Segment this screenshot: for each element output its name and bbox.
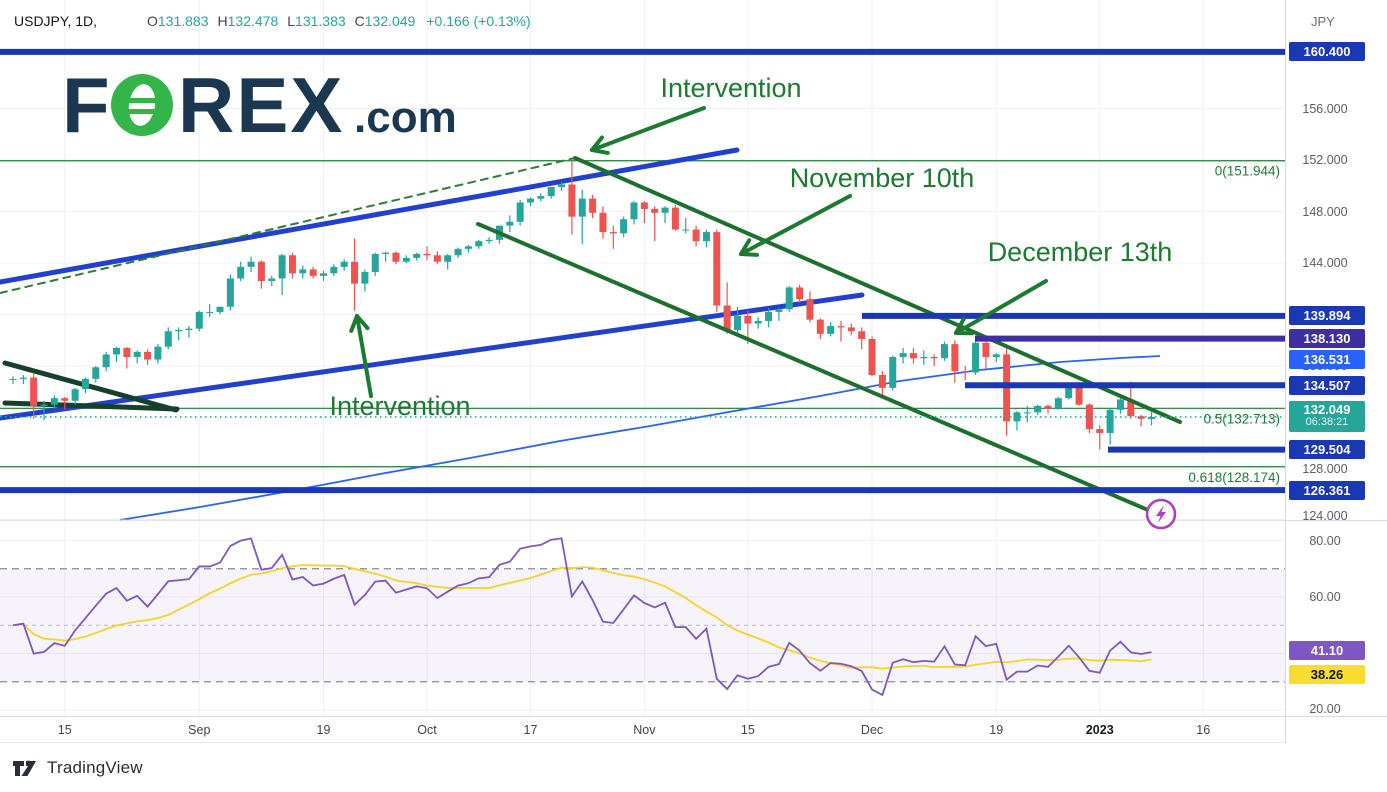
axis-separator — [1286, 520, 1387, 521]
fib-label: 0.618(128.174) — [1188, 470, 1280, 485]
axis-badge: 138.130 — [1289, 329, 1365, 349]
rsi-pane — [0, 537, 1285, 697]
footer: TradingView — [12, 758, 143, 778]
price-change: +0.166 (+0.13%) — [426, 13, 531, 29]
price-axis[interactable]: JPY 156.000152.000148.000144.000136.0001… — [1285, 0, 1387, 743]
axis-price-label: 148.000 — [1302, 204, 1348, 219]
annotation-arrow — [954, 279, 1048, 335]
axis-separator — [1286, 716, 1387, 717]
annotation-arrow — [590, 106, 706, 152]
ohlc-values: O131.883 H132.478 L131.383 C132.049 — [147, 13, 424, 29]
ohlc-item: C132.049 — [354, 13, 416, 29]
fib-labels: 0(151.944) 0.5(132.713) 0.618(128.174) — [1188, 164, 1280, 485]
descending-channel-lower — [476, 222, 1157, 515]
time-axis-label: Dec — [860, 723, 884, 737]
currency-label: JPY — [1311, 14, 1335, 29]
annotations[interactable]: Intervention November 10th December 13th In… — [329, 73, 1172, 421]
horizontal-levels[interactable] — [0, 48, 1285, 494]
forexcom-watermark: F REX .com — [62, 61, 462, 149]
ascending-channel-upper — [0, 147, 740, 285]
fib-levels[interactable] — [0, 160, 1285, 468]
svg-text:.com: .com — [354, 93, 457, 138]
axis-price-label: 144.000 — [1302, 256, 1348, 270]
annotation-text: November 10th — [790, 163, 975, 193]
candles-series — [9, 160, 1155, 450]
time-axis-label: Nov — [633, 723, 656, 737]
axis-price-label: 60.00 — [1309, 590, 1341, 604]
axis-price-label: 156.000 — [1302, 101, 1348, 116]
axis-badge: 136.531 — [1289, 349, 1365, 369]
symbol-title[interactable]: USDJPY, 1D, — [14, 13, 97, 29]
countdown-timer: 06:38:21 — [1305, 416, 1349, 429]
time-axis-label: Oct — [417, 723, 437, 737]
axis-badge: 160.400 — [1289, 42, 1365, 62]
annotation-text: December 13th — [988, 237, 1173, 267]
annotation-text: Intervention — [660, 73, 801, 103]
rsi-ma-line — [12, 564, 1152, 670]
axis-badge: 126.361 — [1289, 480, 1365, 500]
time-axis-label: 15 — [57, 723, 72, 737]
wedge-upper — [2, 360, 179, 413]
lightning-marker[interactable] — [1145, 498, 1177, 530]
ohlc-item: H132.478 — [217, 13, 279, 29]
svg-text:F: F — [62, 72, 110, 138]
svg-text:REX: REX — [178, 72, 344, 138]
annotation-arrow — [739, 194, 852, 256]
time-axis-label: 19 — [316, 723, 331, 737]
forexcom-logo-icon: F REX .com — [62, 61, 457, 149]
axis-price-label: 124.000 — [1302, 509, 1348, 523]
price-chart-svg[interactable]: 0(151.944) 0.5(132.713) 0.618(128.174) Inte… — [0, 0, 1285, 743]
rsi-line — [12, 537, 1152, 697]
axis-price-label: 152.000 — [1302, 153, 1348, 167]
annotation-arrow — [355, 314, 373, 398]
chart-pane[interactable]: F REX .com 0(151.944) 0.5(132.713) 0.618(128… — [0, 0, 1285, 743]
axis-badge: 139.894 — [1289, 306, 1365, 326]
axis-price-label: 20.00 — [1309, 702, 1341, 716]
axis-price-label: 128.000 — [1302, 462, 1348, 476]
ohlc-item: L131.383 — [287, 13, 346, 29]
current-price-badge: 132.049 06:38:21 — [1289, 401, 1365, 433]
tradingview-logo-text[interactable]: TradingView — [47, 758, 143, 777]
ascending-channel-lower — [0, 292, 865, 421]
descending-channel[interactable] — [476, 156, 1182, 515]
time-axis[interactable]: 15 Sep 19 Oct 17 Nov 15 Dec 19 2023 16 — [0, 716, 1285, 743]
fib-label: 0(151.944) — [1215, 164, 1280, 179]
time-axis-label: 2023 — [1085, 723, 1114, 737]
dashed-trendline — [0, 157, 576, 294]
fib-label: 0.5(132.713) — [1203, 411, 1280, 426]
time-axis-label: 15 — [740, 723, 755, 737]
trendline-drawings[interactable] — [0, 147, 865, 421]
axis-badge: 129.504 — [1289, 440, 1365, 460]
axis-badge: 134.507 — [1289, 375, 1365, 395]
tradingview-logo-icon[interactable] — [12, 758, 40, 778]
ohlc-item: O131.883 — [147, 13, 209, 29]
time-axis-label: 16 — [1196, 723, 1211, 737]
annotation-text: Intervention — [329, 391, 470, 421]
descending-channel-upper — [573, 156, 1182, 424]
time-axis-label: Sep — [188, 723, 211, 737]
symbol-legend: USDJPY, 1D, O131.883 H132.478 L131.383 C132.… — [14, 13, 531, 29]
time-axis-label: 19 — [989, 723, 1004, 737]
time-axis-label: 17 — [523, 723, 538, 737]
axis-price-label: 80.00 — [1309, 533, 1341, 548]
axis-badge: 41.10 — [1289, 640, 1365, 660]
axis-badge: 38.26 — [1289, 664, 1365, 684]
